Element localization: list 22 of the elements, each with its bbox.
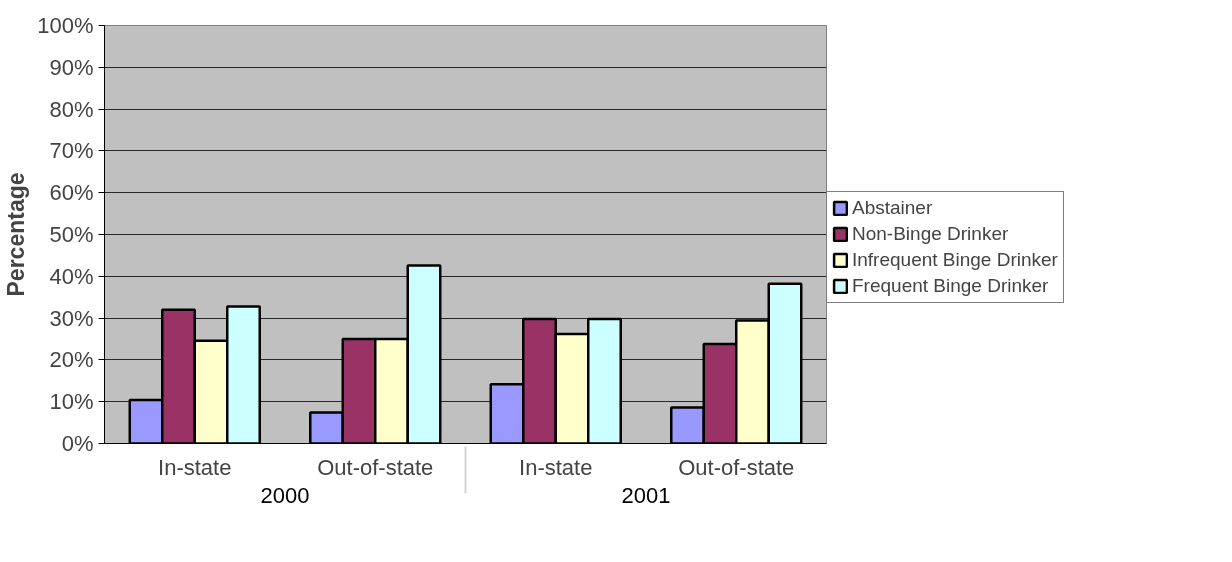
x-tick-label: Out-of-state xyxy=(317,454,434,480)
text: 2000 xyxy=(260,482,310,508)
y-tick-label: 20% xyxy=(49,347,94,373)
legend-label: Frequent Binge Drinker xyxy=(852,275,1049,297)
y-tick-label: 0% xyxy=(61,431,94,456)
y-tick-label: 80% xyxy=(49,96,94,122)
y-tick-label: 10% xyxy=(49,389,94,415)
y-tick-label: 30% xyxy=(49,305,94,331)
y-tick-label: 60% xyxy=(49,180,94,206)
legend-label: Non-Binge Drinker xyxy=(852,223,1009,245)
y-tick-label: 90% xyxy=(49,54,94,80)
y-tick-label: 100% xyxy=(37,13,94,38)
text: 2001 xyxy=(621,482,671,508)
x-tick-label: In-state xyxy=(158,454,232,480)
x-tick-label: In-state xyxy=(519,454,593,480)
legend-label: Infrequent Binge Drinker xyxy=(852,249,1058,271)
y-tick-label: 40% xyxy=(49,263,94,289)
legend-label: Abstainer xyxy=(852,197,933,219)
x-tick-label: Out-of-state xyxy=(678,454,795,480)
y-tick-label: 70% xyxy=(49,138,94,164)
y-axis-title: Percentage xyxy=(3,172,30,297)
y-tick-label: 50% xyxy=(49,222,94,247)
